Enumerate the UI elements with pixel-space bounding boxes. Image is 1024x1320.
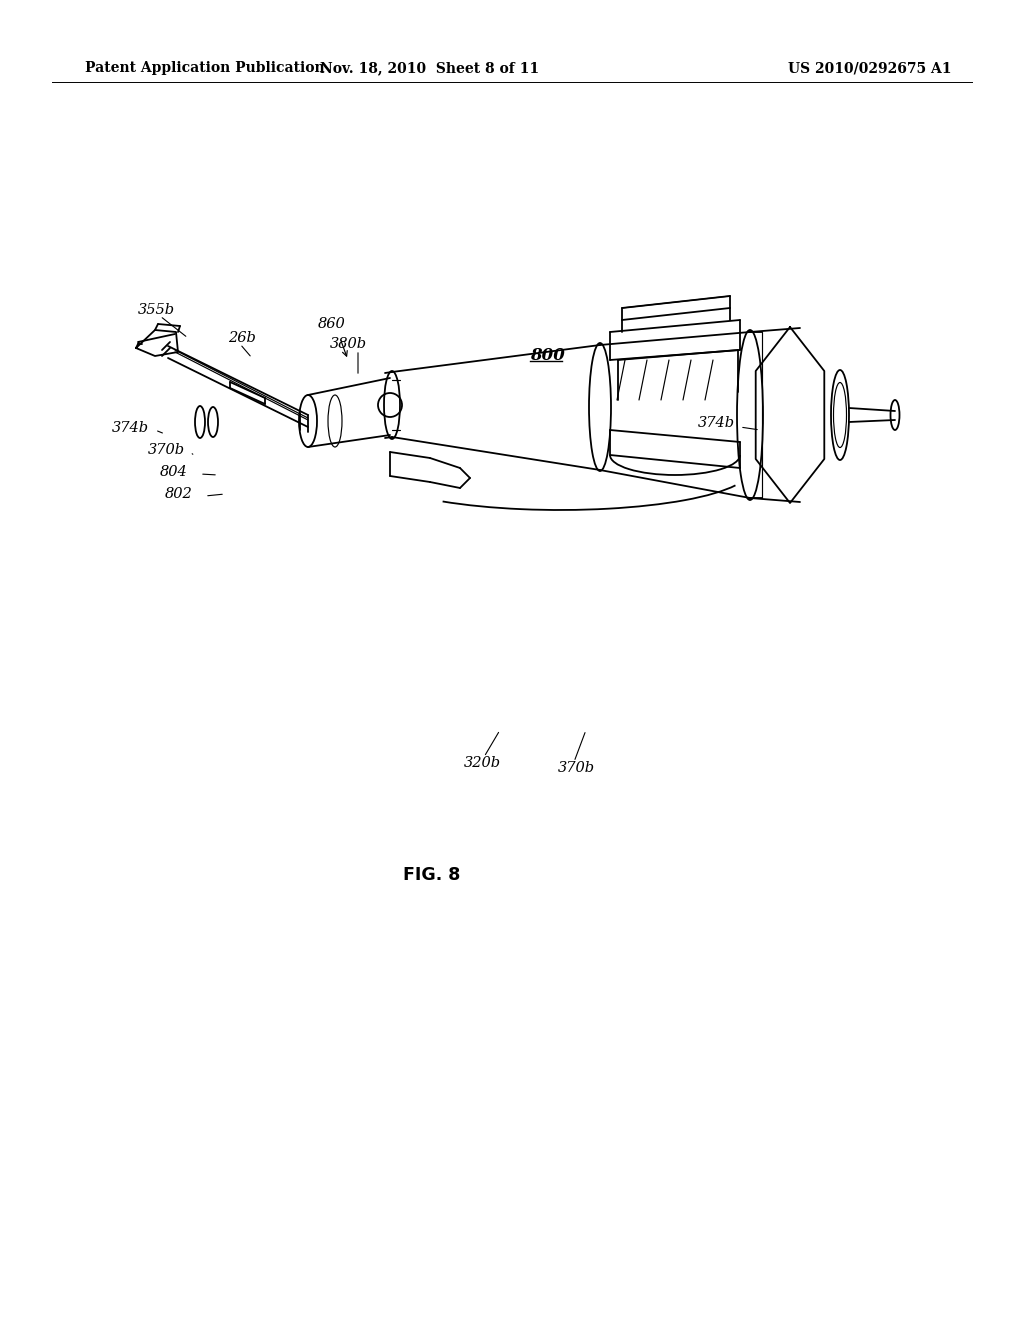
Text: FIG. 8: FIG. 8 bbox=[403, 866, 461, 884]
Text: 800: 800 bbox=[530, 346, 565, 363]
Text: Nov. 18, 2010  Sheet 8 of 11: Nov. 18, 2010 Sheet 8 of 11 bbox=[321, 61, 540, 75]
Text: 374b: 374b bbox=[698, 416, 735, 430]
Text: 802: 802 bbox=[165, 487, 193, 502]
Text: 370b: 370b bbox=[148, 444, 185, 457]
Text: 26b: 26b bbox=[228, 331, 256, 345]
Text: US 2010/0292675 A1: US 2010/0292675 A1 bbox=[788, 61, 951, 75]
Text: 804: 804 bbox=[160, 465, 187, 479]
Text: Patent Application Publication: Patent Application Publication bbox=[85, 61, 325, 75]
Text: 380b: 380b bbox=[330, 337, 368, 351]
Text: 374b: 374b bbox=[112, 421, 150, 436]
Text: 370b: 370b bbox=[558, 762, 595, 775]
Text: 320b: 320b bbox=[464, 756, 501, 770]
Text: 860: 860 bbox=[318, 317, 346, 331]
Text: 355b: 355b bbox=[138, 304, 175, 317]
